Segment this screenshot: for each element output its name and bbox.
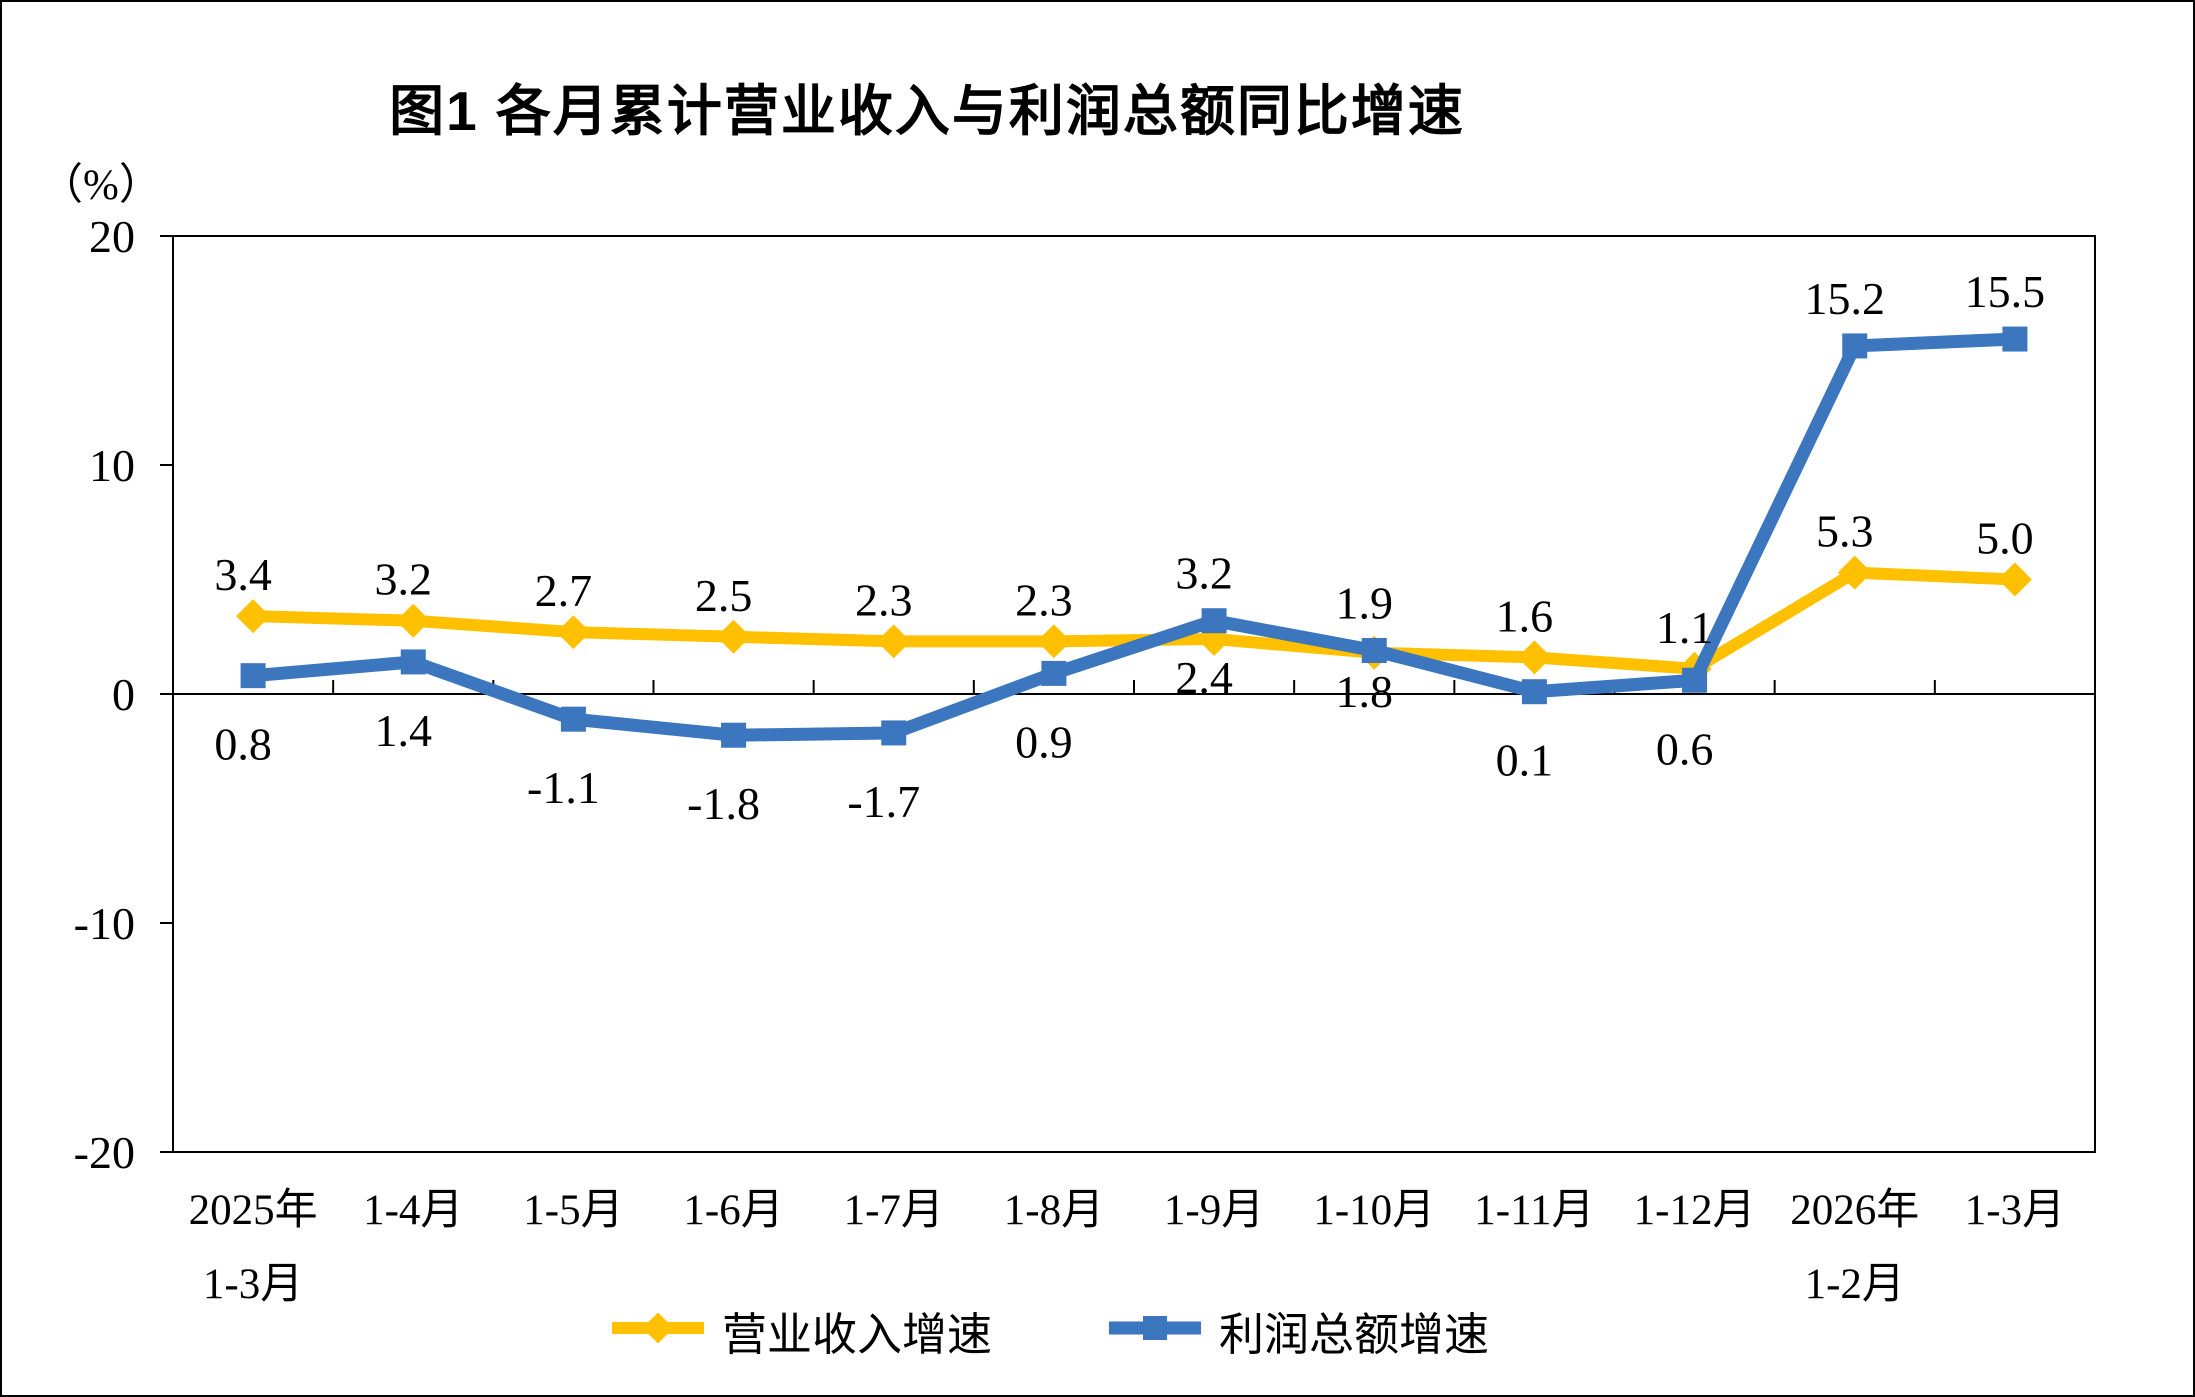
profit-marker-icon	[240, 663, 266, 689]
y-axis-label: -20	[74, 1127, 135, 1178]
data-label: 3.2	[375, 554, 433, 605]
x-axis-label: 2025年 1-3月	[189, 1187, 318, 1308]
revenue-marker-icon	[716, 619, 751, 654]
data-label: 5.0	[1976, 513, 2034, 564]
data-label: 15.2	[1805, 273, 1886, 324]
x-axis-label: 1-11月	[1474, 1187, 1594, 1234]
revenue-legend-marker-icon	[610, 1305, 706, 1356]
revenue-marker-icon	[1997, 562, 2032, 597]
profit-marker-icon	[2002, 326, 2028, 352]
x-axis-label: 1-7月	[844, 1187, 944, 1234]
x-axis-label: 1-8月	[1004, 1187, 1104, 1234]
legend-label-revenue: 营业收入增速	[721, 1310, 992, 1360]
legend-item-revenue: 营业收入增速	[610, 1298, 992, 1363]
data-label: 2.4	[1175, 652, 1233, 703]
profit-line	[252, 332, 2016, 742]
data-label: 0.6	[1656, 723, 1714, 774]
y-axis-unit-label: （%）	[40, 162, 162, 209]
y-axis-label: 10	[89, 440, 135, 491]
data-label: 0.8	[214, 719, 272, 770]
legend-label-profit: 利润总额增速	[1219, 1310, 1490, 1360]
y-axis-label: 20	[89, 211, 135, 262]
x-axis-label: 1-6月	[683, 1187, 783, 1234]
profit-marker-icon	[1201, 608, 1227, 634]
profit-legend-marker-icon	[1107, 1305, 1203, 1356]
revenue-marker-icon	[236, 599, 271, 634]
data-label: 1.8	[1336, 666, 1394, 717]
data-label: -1.1	[527, 762, 600, 813]
profit-marker-icon	[721, 722, 747, 748]
profit-marker-icon	[400, 649, 426, 675]
revenue-marker-icon	[556, 615, 591, 650]
data-label: 15.5	[1965, 266, 2046, 317]
data-label: 0.9	[1015, 716, 1073, 767]
revenue-marker-icon	[396, 603, 431, 638]
data-label: 2.3	[855, 574, 913, 625]
data-label: 2.3	[1015, 574, 1073, 625]
data-label: 1.4	[375, 705, 433, 756]
x-axis-label: 1-3月	[1965, 1187, 2065, 1234]
profit-marker-icon	[1361, 637, 1387, 663]
revenue-marker-icon	[876, 624, 911, 659]
revenue-line	[252, 566, 2016, 675]
revenue-marker-icon	[1517, 640, 1552, 675]
data-label: 1.9	[1336, 577, 1394, 628]
x-axis-label: 1-9月	[1164, 1187, 1264, 1234]
profit-marker-icon	[881, 720, 907, 746]
profit-marker-icon	[560, 706, 586, 732]
x-axis-label: 1-4月	[363, 1187, 463, 1234]
x-axis-label: 2026年 1-2月	[1790, 1187, 1919, 1308]
x-axis-label: 1-12月	[1634, 1187, 1756, 1234]
data-label: 0.1	[1496, 735, 1554, 786]
data-label: 1.6	[1496, 590, 1554, 641]
data-label: -1.7	[847, 776, 920, 827]
revenue-marker-icon	[1036, 624, 1071, 659]
profit-marker-icon	[1041, 660, 1067, 686]
profit-marker-icon	[1521, 679, 1547, 705]
chart-legend: 营业收入增速 利润总额增速	[2, 1298, 2097, 1363]
x-axis-label: 1-10月	[1313, 1187, 1435, 1234]
profit-marker-icon	[1682, 667, 1708, 693]
data-label: 1.1	[1656, 602, 1714, 653]
data-label: 5.3	[1816, 506, 1874, 557]
data-label: 2.5	[695, 570, 753, 621]
revenue-marker-icon	[1837, 555, 1872, 590]
y-axis-label: -10	[74, 898, 135, 949]
data-label: 2.7	[535, 565, 593, 616]
legend-item-profit: 利润总额增速	[1107, 1298, 1489, 1363]
data-label: 3.2	[1175, 548, 1233, 599]
chart-title: 图1 各月累计营业收入与利润总额同比增速	[389, 80, 1465, 142]
data-label: 3.4	[214, 549, 272, 600]
y-axis-label: 0	[112, 669, 135, 720]
profit-marker-icon	[1842, 333, 1868, 359]
x-axis-label: 1-5月	[523, 1187, 623, 1234]
data-label: -1.8	[687, 778, 760, 829]
